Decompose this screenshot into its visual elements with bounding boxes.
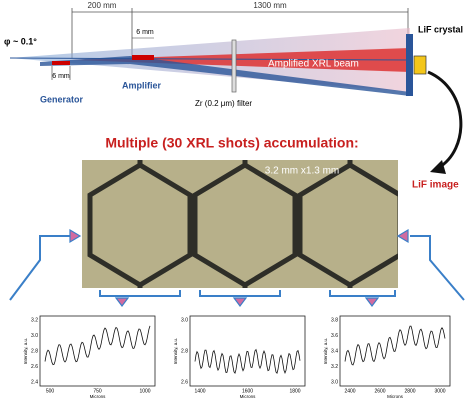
y-axis-label: Intensity, a.u.	[323, 338, 328, 364]
x-tick-label: 1000	[139, 388, 150, 394]
x-tick-label: 1600	[242, 388, 253, 394]
y-tick-label: 3.8	[331, 317, 338, 323]
crystal-label: LiF crystal	[418, 24, 463, 34]
divergence: φ ~ 0.1°	[4, 36, 37, 46]
distance-label: 1300 mm	[253, 1, 287, 10]
y-tick-label: 2.8	[31, 348, 38, 354]
x-tick-label: 500	[46, 388, 55, 394]
x-tick-label: 1800	[289, 388, 300, 394]
x-tick-label: 2600	[374, 388, 385, 394]
filter-label: Zr (0.2 μm) filter	[195, 99, 252, 108]
x-axis-label: Microns	[90, 394, 107, 399]
y-tick-label: 2.6	[181, 379, 188, 385]
x-axis-label: Microns	[387, 394, 404, 399]
length-label: 6 mm	[52, 73, 70, 80]
generator-label: Generator	[40, 94, 84, 104]
plot-frame	[189, 315, 306, 387]
x-tick-label: 2400	[344, 388, 355, 394]
y-axis-label: Intensity, a.u.	[173, 338, 178, 364]
signal-trace	[194, 348, 301, 375]
plot-frame	[39, 315, 156, 387]
y-tick-label: 3.4	[331, 348, 338, 354]
image-label: LiF image	[412, 180, 459, 191]
connectors	[9, 235, 465, 301]
image-size: 3.2 mm x1.3 mm	[265, 166, 339, 177]
y-tick-label: 2.8	[181, 348, 188, 354]
x-tick-label: 750	[93, 388, 102, 394]
y-tick-label: 2.4	[31, 379, 38, 385]
x-tick-label: 2800	[404, 388, 415, 394]
amplifier-label: Amplifier	[122, 80, 162, 90]
beam-label: Amplified XRL beam	[268, 59, 359, 70]
y-tick-label: 2.6	[31, 364, 38, 370]
plots: 3.2 3.0 2.8 2.6 2.4 500 750 1000 Intensity, a.u.…	[23, 315, 451, 399]
x-axis-label: Microns	[240, 394, 257, 399]
signal-trace	[344, 325, 446, 366]
markers	[69, 228, 409, 307]
signal-trace	[44, 325, 151, 366]
y-tick-label: 3.0	[181, 317, 188, 323]
title: Multiple (30 XRL shots) accumulation:	[105, 135, 358, 151]
y-tick-label: 3.0	[31, 333, 38, 339]
y-tick-label: 3.2	[31, 317, 38, 323]
schematic: 200 mm 1300 mm 6 mm 6 mm φ ~ 0.1° Zr (0.…	[4, 1, 463, 174]
x-tick-label: 3000	[434, 388, 445, 394]
x-tick-label: 1400	[194, 388, 205, 394]
plot-frame	[339, 315, 451, 387]
distance-label: 200 mm	[88, 1, 117, 10]
length-label: 6 mm	[136, 29, 154, 36]
y-tick-label: 3.2	[331, 364, 338, 370]
lif-image: 3.2 mm x1.3 mm	[82, 160, 398, 288]
y-tick-label: 3.0	[331, 379, 338, 385]
y-tick-label: 3.6	[331, 333, 338, 339]
y-axis-label: Intensity, a.u.	[23, 338, 28, 364]
